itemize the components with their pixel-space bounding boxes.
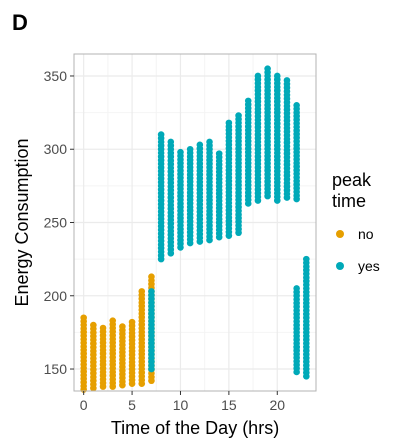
y-tick-label: 300 xyxy=(44,141,68,157)
data-point-yes xyxy=(303,255,310,263)
data-point-yes xyxy=(186,145,194,153)
x-tick-label: 0 xyxy=(80,397,88,413)
data-point-yes xyxy=(293,101,300,109)
data-point-yes xyxy=(254,72,262,80)
data-point-yes xyxy=(177,148,184,156)
data-point-yes xyxy=(157,131,165,138)
panel-letter: D xyxy=(12,10,28,35)
data-point-yes xyxy=(225,119,233,127)
data-point-yes xyxy=(293,343,300,351)
data-point-no xyxy=(109,317,117,324)
data-point-yes xyxy=(235,112,242,119)
data-point-no xyxy=(90,321,97,329)
data-point-yes xyxy=(206,138,213,146)
y-axis-ticks: 150 200 250 300 350 xyxy=(44,68,74,377)
data-point-yes xyxy=(215,150,223,157)
legend-key-yes xyxy=(336,262,344,270)
legend-label-yes: yes xyxy=(358,258,380,274)
y-tick-label: 200 xyxy=(44,288,68,304)
data-point-yes xyxy=(264,65,271,72)
data-point-yes xyxy=(244,97,252,105)
data-point-no xyxy=(128,318,136,326)
x-tick-label: 15 xyxy=(221,397,237,413)
x-axis-title: Time of the Day (hrs) xyxy=(111,418,279,438)
x-tick-label: 5 xyxy=(128,397,136,413)
x-tick-label: 10 xyxy=(173,397,189,413)
data-point-yes xyxy=(196,141,204,149)
data-point-no xyxy=(148,273,155,281)
legend: peak time no yes xyxy=(332,170,380,274)
data-point-no xyxy=(138,288,146,295)
y-tick-label: 350 xyxy=(44,68,68,84)
data-point-yes xyxy=(293,285,300,292)
legend-title-line-1: peak xyxy=(332,170,372,190)
legend-key-no xyxy=(336,230,344,238)
legend-title-line-2: time xyxy=(332,191,366,211)
x-axis-ticks: 0 5 10 15 20 xyxy=(80,391,285,413)
y-tick-label: 250 xyxy=(44,215,68,231)
x-tick-label: 20 xyxy=(269,397,285,413)
data-point-no xyxy=(80,314,87,322)
data-point-yes xyxy=(148,288,155,295)
data-point-no xyxy=(119,323,126,330)
legend-label-no: no xyxy=(358,226,374,242)
data-point-yes xyxy=(283,77,291,84)
y-tick-label: 150 xyxy=(44,361,68,377)
data-point-no xyxy=(99,324,107,332)
data-points xyxy=(80,65,310,393)
data-point-yes xyxy=(273,72,281,80)
y-axis-title: Energy Consumption xyxy=(12,138,32,306)
data-point-yes xyxy=(167,138,175,146)
